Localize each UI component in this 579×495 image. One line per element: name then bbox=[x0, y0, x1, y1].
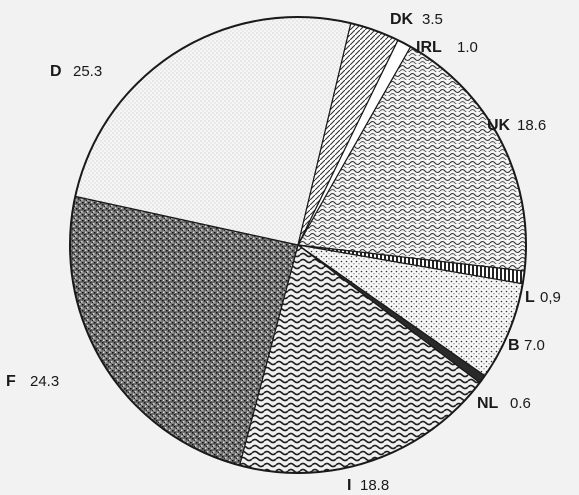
slice-label-uk-value: 18.6 bbox=[517, 117, 546, 134]
slice-label-dk: DK 3.5 bbox=[390, 11, 443, 28]
slice-label-uk: UK 18.6 bbox=[487, 117, 546, 134]
pie-outline bbox=[69, 16, 527, 474]
slice-label-i-code: I bbox=[347, 477, 351, 494]
slice-label-d: D 25.3 bbox=[50, 63, 102, 80]
slice-label-i: I 18.8 bbox=[347, 477, 389, 494]
slice-label-f-value: 24.3 bbox=[30, 373, 59, 390]
slice-label-l-value: 0,9 bbox=[540, 289, 561, 306]
slice-label-irl-value: 1.0 bbox=[457, 39, 478, 56]
slice-label-d-code: D bbox=[50, 63, 62, 80]
slice-label-f: F 24.3 bbox=[6, 373, 59, 390]
slice-label-l-code: L bbox=[525, 289, 535, 306]
slice-label-uk-code: UK bbox=[487, 117, 511, 134]
slice-label-f-code: F bbox=[6, 373, 16, 390]
slice-label-dk-code: DK bbox=[390, 11, 414, 28]
slice-label-irl: IRL 1.0 bbox=[416, 39, 478, 56]
slice-label-d-value: 25.3 bbox=[73, 63, 102, 80]
slice-label-nl: NL 0.6 bbox=[477, 395, 531, 412]
slice-label-nl-value: 0.6 bbox=[510, 395, 531, 412]
slice-label-i-value: 18.8 bbox=[360, 477, 389, 494]
slice-label-b-code: B bbox=[508, 337, 520, 354]
pie-slices bbox=[69, 16, 527, 474]
slice-label-nl-code: NL bbox=[477, 395, 499, 412]
slice-label-b-value: 7.0 bbox=[524, 337, 545, 354]
slice-label-dk-value: 3.5 bbox=[422, 11, 443, 28]
slice-label-l: L 0,9 bbox=[525, 289, 561, 306]
slice-label-b: B 7.0 bbox=[508, 337, 545, 354]
slice-label-irl-code: IRL bbox=[416, 39, 442, 56]
